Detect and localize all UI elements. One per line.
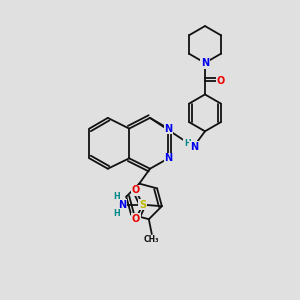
Text: N: N [201, 58, 209, 68]
Text: N: N [164, 124, 172, 134]
Text: N: N [190, 142, 198, 152]
Text: N: N [164, 153, 172, 163]
Text: O: O [132, 214, 140, 224]
Text: CH₃: CH₃ [144, 235, 160, 244]
Text: O: O [216, 76, 225, 86]
Text: N: N [118, 200, 126, 210]
Text: H: H [184, 139, 190, 148]
Text: H: H [113, 208, 120, 217]
Text: H: H [113, 192, 120, 201]
Text: O: O [132, 185, 140, 195]
Text: S: S [139, 200, 146, 210]
